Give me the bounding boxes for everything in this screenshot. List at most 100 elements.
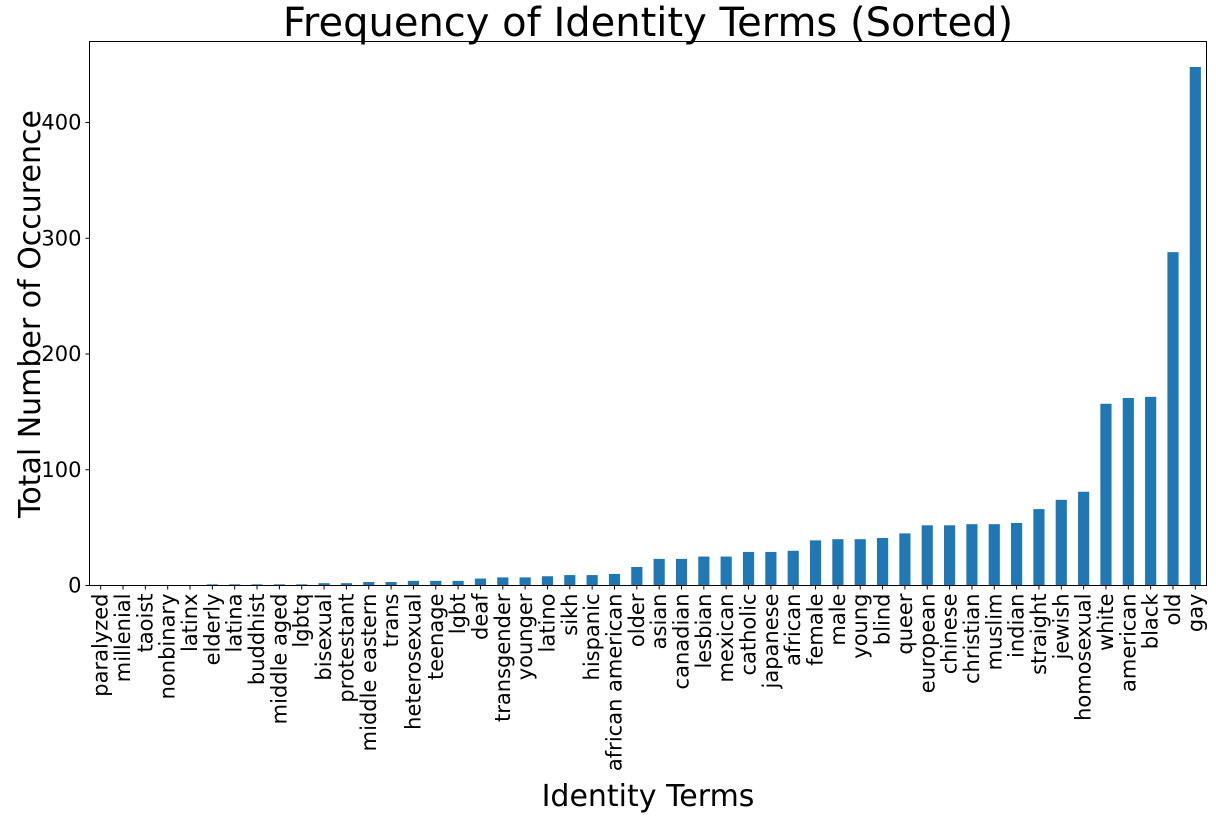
bar-female: [809, 540, 822, 586]
x-tick-label: older: [625, 593, 649, 647]
x-tick-label: homosexual: [1072, 594, 1096, 721]
y-tick-label: 300: [41, 226, 81, 250]
bar-straight: [1033, 509, 1045, 586]
bar-queer: [899, 533, 911, 586]
x-tick-label: trans: [379, 594, 403, 648]
x-tick-label: asian: [647, 594, 671, 650]
bar-european: [921, 525, 933, 586]
x-tick-label: gay: [1183, 594, 1207, 633]
x-tick-label: jewish: [1049, 594, 1073, 661]
bar-older: [631, 566, 643, 586]
bar-white: [1100, 403, 1112, 586]
bar-lgbtq: [296, 584, 308, 586]
x-tick-label: latino: [535, 594, 559, 653]
bar-canadian: [675, 558, 688, 586]
bar-sikh: [564, 575, 576, 586]
x-tick-label: elderly: [200, 594, 224, 666]
bar-trans: [385, 582, 397, 586]
x-tick-label: male: [826, 594, 850, 646]
x-tick-label: younger: [513, 593, 537, 680]
axes-frame: [89, 41, 1207, 586]
x-tick-label: queer: [893, 593, 917, 654]
x-tick-label: indian: [1005, 594, 1029, 659]
bar-lesbian: [698, 556, 710, 586]
bar-muslim: [988, 524, 1000, 586]
x-tick-label: bisexual: [312, 594, 336, 681]
bar-christian: [966, 524, 978, 586]
bar-younger: [519, 577, 531, 586]
bar-catholic: [742, 551, 755, 586]
x-tick-label: black: [1139, 593, 1163, 650]
x-tick-label: latina: [223, 594, 247, 653]
x-tick-label: paralyzed: [89, 594, 113, 697]
bar-elderly: [206, 584, 218, 586]
bar-indian: [1011, 523, 1023, 586]
x-tick-label: heterosexual: [401, 594, 425, 730]
x-tick-label: blind: [871, 594, 895, 646]
bar-black: [1145, 396, 1157, 586]
bar-middle-eastern: [363, 582, 375, 586]
bar-african-american: [608, 573, 621, 586]
bar-mexican: [720, 556, 732, 586]
x-tick-label: teenage: [424, 594, 448, 681]
y-tick-label: 200: [41, 342, 81, 366]
bar-protestant: [340, 583, 352, 586]
x-tick-label: millenial: [111, 594, 135, 683]
bar-buddhist: [251, 584, 263, 586]
x-tick-label: american: [1116, 594, 1140, 692]
bar-latina: [229, 584, 241, 586]
x-tick-label: young: [848, 594, 872, 659]
x-tick-label: white: [1094, 594, 1118, 651]
bar-chinese: [944, 525, 956, 586]
y-axis: 0 100 200 300 400: [41, 111, 90, 598]
x-tick-label: taoist: [133, 594, 157, 653]
x-tick-label: old: [1161, 594, 1185, 626]
bar-homosexual: [1078, 491, 1090, 586]
y-tick-label: 400: [41, 111, 81, 135]
x-tick-label: muslim: [982, 594, 1006, 671]
bar-bisexual: [318, 583, 330, 586]
bar-male: [832, 539, 844, 586]
bar-american: [1122, 397, 1134, 586]
x-tick-label: chinese: [938, 594, 962, 675]
bar-jewish: [1055, 499, 1067, 586]
x-tick-label: female: [804, 594, 828, 666]
x-tick-label: transgender: [491, 593, 515, 722]
x-tick-label: middle aged: [267, 594, 291, 725]
bar-latino: [541, 576, 554, 586]
x-tick-label: japanese: [759, 594, 783, 690]
bar-transgender: [497, 577, 509, 586]
x-tick-label: protestant: [334, 594, 358, 703]
bar-deaf: [474, 578, 487, 586]
x-tick-label: european: [915, 594, 939, 694]
chart-title: Frequency of Identity Terms (Sorted): [283, 0, 1013, 46]
y-axis-label: Total Number of Occurence: [13, 110, 48, 519]
bar-lgbt: [452, 580, 464, 586]
bar-asian: [653, 558, 665, 586]
bar-hispanic: [586, 575, 598, 586]
x-axis: paralyzedmillenialtaoistnonbinarylatinxe…: [89, 585, 1207, 772]
x-tick-label: christian: [960, 594, 984, 685]
x-tick-label: sikh: [558, 594, 582, 636]
bar-middle-aged: [273, 584, 285, 586]
x-tick-label: african: [781, 594, 805, 666]
x-tick-label: canadian: [670, 594, 694, 690]
y-tick-label: 0: [68, 574, 81, 598]
x-tick-label: african american: [602, 594, 626, 772]
bars-group: [206, 66, 1201, 586]
x-tick-label: catholic: [737, 594, 761, 676]
x-tick-label: lesbian: [692, 594, 716, 669]
x-tick-label: latinx: [178, 594, 202, 653]
bar-blind: [876, 538, 889, 586]
x-tick-label: hispanic: [580, 594, 604, 681]
y-tick-label: 100: [41, 458, 81, 482]
bar-old: [1167, 252, 1179, 586]
x-tick-label: middle eastern: [357, 594, 381, 752]
x-tick-label: buddhist: [245, 594, 269, 686]
bar-african: [787, 550, 799, 586]
bar-japanese: [765, 551, 777, 586]
x-tick-label: nonbinary: [156, 594, 180, 700]
x-axis-label: Identity Terms: [542, 779, 755, 814]
x-tick-label: deaf: [468, 593, 492, 640]
